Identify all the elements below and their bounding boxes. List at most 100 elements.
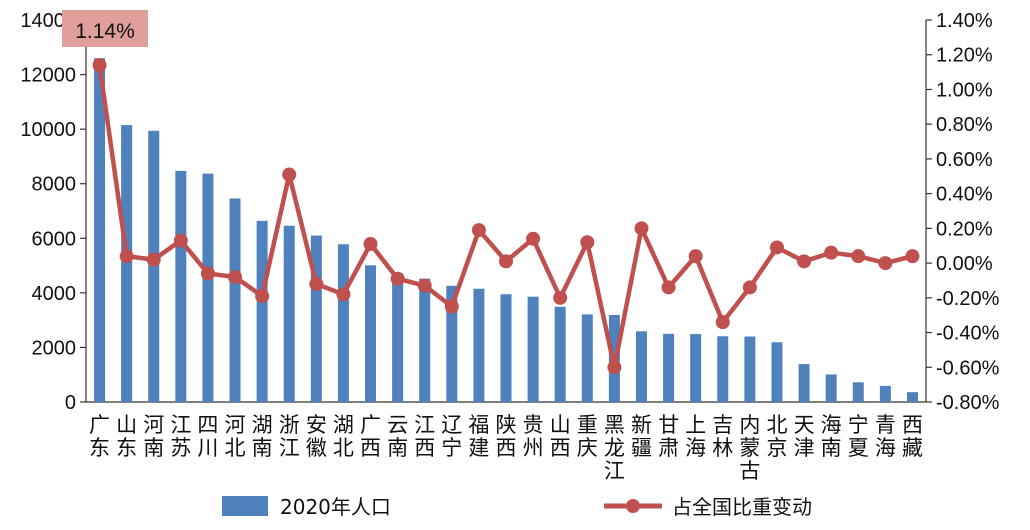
category-char: 北 (766, 413, 787, 437)
category-char: 夏 (848, 436, 869, 460)
category-label-上海: 上海 (685, 413, 706, 460)
point-四川 (200, 266, 215, 281)
legend-bar-swatch (222, 496, 268, 516)
left-tick-label: 4000 (32, 283, 77, 305)
bar-安徽 (310, 235, 322, 402)
category-label-安徽: 安徽 (306, 413, 327, 460)
category-label-江西: 江西 (414, 413, 435, 460)
bar-天津 (798, 364, 810, 402)
callout-text: 1.14% (75, 20, 135, 43)
category-char: 山 (550, 413, 571, 437)
bar-青海 (879, 385, 891, 402)
category-char: 辽 (441, 413, 462, 437)
point-黑龙江 (607, 360, 622, 375)
category-char: 黑 (604, 413, 625, 437)
category-char: 南 (143, 436, 164, 460)
category-char: 西 (496, 436, 517, 460)
point-内蒙古 (742, 280, 757, 295)
category-labels: 广东山东河南江苏四川河北湖南浙江安徽湖北广西云南江西辽宁福建陕西贵州山西重庆黑龙… (89, 413, 923, 483)
category-char: 藏 (902, 436, 923, 460)
category-char: 河 (143, 413, 164, 437)
category-label-湖北: 湖北 (333, 413, 354, 460)
bar-广东 (94, 58, 106, 402)
bar-内蒙古 (744, 336, 756, 402)
category-label-西藏: 西藏 (902, 413, 923, 460)
right-tick-label: 1.40% (936, 10, 993, 32)
point-海南 (824, 245, 839, 260)
category-label-宁夏: 宁夏 (848, 413, 869, 460)
right-axis: -0.80% -0.60% -0.40% -0.20% 0.00% 0.20% 0.40% 0… (925, 10, 1000, 414)
category-char: 南 (821, 436, 842, 460)
point-重庆 (580, 235, 595, 250)
category-char: 天 (794, 413, 815, 437)
point-宁夏 (851, 249, 866, 264)
point-河北 (228, 269, 243, 284)
category-char: 四 (197, 413, 218, 437)
category-char: 西 (550, 436, 571, 460)
category-char: 安 (306, 413, 327, 437)
point-新疆 (634, 221, 649, 236)
category-char: 新 (631, 413, 652, 437)
bar-新疆 (635, 331, 647, 402)
bar-河北 (229, 198, 241, 402)
category-char: 重 (577, 413, 598, 437)
category-char: 内 (739, 413, 760, 437)
category-char: 林 (712, 436, 733, 460)
point-辽宁 (444, 299, 459, 314)
left-tick-label: 2000 (32, 337, 77, 359)
bar-宁夏 (852, 382, 864, 402)
bar-福建 (473, 288, 485, 402)
category-char: 北 (333, 436, 354, 460)
legend-line-label: 占全国比重变动 (672, 495, 812, 519)
category-char: 北 (225, 436, 246, 460)
point-江西 (417, 278, 432, 293)
bar-江西 (419, 278, 431, 402)
category-char: 西 (902, 413, 923, 437)
point-江苏 (173, 233, 188, 248)
category-char: 湖 (252, 413, 273, 437)
bar-广西 (365, 265, 377, 402)
bar-北京 (771, 342, 783, 402)
category-label-内蒙古: 内蒙古 (739, 413, 760, 483)
point-河南 (146, 252, 161, 267)
category-char: 山 (116, 413, 137, 437)
category-char: 南 (252, 436, 273, 460)
category-char: 西 (360, 436, 381, 460)
point-北京 (769, 240, 784, 255)
category-char: 海 (875, 436, 896, 460)
right-tick-label: 1.20% (936, 45, 993, 67)
bar-海南 (825, 374, 837, 402)
category-char: 江 (170, 413, 191, 437)
category-char: 津 (794, 436, 815, 460)
bar-辽宁 (446, 285, 458, 402)
bar-浙江 (283, 225, 295, 402)
point-西藏 (905, 249, 920, 264)
category-char: 吉 (712, 413, 733, 437)
left-tick-label: 12000 (20, 65, 76, 87)
category-char: 海 (685, 436, 706, 460)
bar-吉林 (717, 336, 729, 402)
category-char: 青 (875, 413, 896, 437)
category-label-山西: 山西 (550, 413, 571, 460)
right-tick-label: 0.60% (936, 149, 993, 171)
category-char: 州 (523, 436, 544, 460)
point-湖北 (336, 287, 351, 302)
right-tick-label: 0.80% (936, 114, 993, 136)
category-char: 浙 (279, 413, 300, 437)
category-char: 龙 (604, 436, 625, 460)
category-char: 海 (821, 413, 842, 437)
bar-重庆 (581, 314, 593, 402)
category-char: 宁 (441, 436, 462, 460)
point-吉林 (715, 315, 730, 330)
callout-box (62, 10, 148, 47)
category-char: 建 (468, 436, 489, 460)
category-char: 苏 (170, 436, 191, 460)
category-label-黑龙江: 黑龙江 (604, 413, 625, 483)
right-tick-label: -0.60% (936, 357, 1000, 379)
category-char: 南 (387, 436, 408, 460)
category-char: 陕 (496, 413, 517, 437)
point-云南 (390, 271, 405, 286)
category-label-四川: 四川 (197, 413, 218, 460)
legend-bar-label: 2020年人口 (280, 495, 391, 519)
legend: 2020年人口 占全国比重变动 (222, 495, 812, 519)
